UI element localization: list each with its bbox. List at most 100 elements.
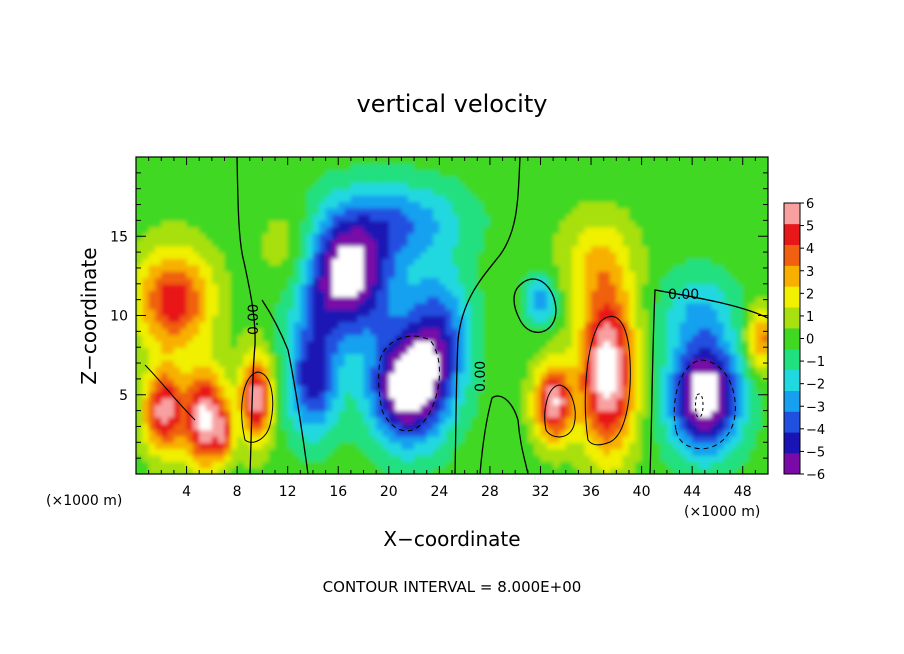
heatmap-cell <box>723 416 731 424</box>
heatmap-cell <box>597 366 605 374</box>
heatmap-cell <box>142 220 150 228</box>
heatmap-cell <box>565 467 573 474</box>
heatmap-cell <box>464 359 472 367</box>
heatmap-cell <box>610 321 617 329</box>
heatmap-cell <box>749 163 756 171</box>
heatmap-cell <box>433 435 440 443</box>
heatmap-cell <box>641 423 649 431</box>
heatmap-cell <box>249 182 257 190</box>
heatmap-cell <box>698 321 706 329</box>
heatmap-cell <box>344 347 352 355</box>
heatmap-cell <box>635 239 643 247</box>
heatmap-cell <box>452 176 459 183</box>
heatmap-cell <box>294 182 301 190</box>
heatmap-cell <box>325 220 333 228</box>
heatmap-cell <box>395 328 403 336</box>
heatmap-cell <box>363 385 371 393</box>
heatmap-cell <box>641 429 649 437</box>
heatmap-cell <box>350 245 358 253</box>
heatmap-cell <box>591 283 598 291</box>
heatmap-cell <box>319 366 327 374</box>
heatmap-cell <box>673 321 681 329</box>
heatmap-cell <box>331 435 339 443</box>
heatmap-cell <box>483 366 491 374</box>
heatmap-cell <box>420 416 428 424</box>
heatmap-cell <box>173 372 181 380</box>
heatmap-cell <box>312 157 320 164</box>
heatmap-cell <box>723 195 731 202</box>
heatmap-cell <box>186 239 194 247</box>
heatmap-cell <box>230 226 238 234</box>
heatmap-cell <box>338 328 346 336</box>
heatmap-cell <box>603 163 611 171</box>
heatmap-cell <box>452 302 459 310</box>
heatmap-cell <box>401 271 409 279</box>
heatmap-cell <box>136 163 143 171</box>
heatmap-cell <box>685 195 693 202</box>
heatmap-cell <box>338 461 346 469</box>
heatmap-cell <box>205 163 213 171</box>
heatmap-cell <box>350 252 358 260</box>
heatmap-cell <box>344 214 352 221</box>
heatmap-cell <box>553 321 561 329</box>
heatmap-cell <box>369 467 377 474</box>
heatmap-cell <box>565 397 573 405</box>
heatmap-cell <box>666 214 674 221</box>
heatmap-cell <box>426 302 434 310</box>
heatmap-cell <box>470 277 478 285</box>
heatmap-cell <box>407 366 415 374</box>
heatmap-cell <box>508 283 516 291</box>
heatmap-cell <box>306 340 314 348</box>
heatmap-cell <box>597 340 605 348</box>
heatmap-cell <box>173 429 181 437</box>
heatmap-cell <box>414 454 421 462</box>
heatmap-cell <box>553 201 561 209</box>
heatmap-cell <box>357 328 365 336</box>
heatmap-cell <box>508 214 516 221</box>
heatmap-cell <box>635 385 643 393</box>
heatmap-cell <box>515 214 523 221</box>
heatmap-cell <box>559 461 567 469</box>
heatmap-cell <box>350 290 358 298</box>
heatmap-cell <box>407 220 415 228</box>
heatmap-cell <box>338 467 346 474</box>
heatmap-cell <box>736 435 744 443</box>
heatmap-cell <box>698 448 706 456</box>
heatmap-cell <box>414 226 421 234</box>
heatmap-cell <box>376 201 384 209</box>
heatmap-cell <box>154 188 162 196</box>
heatmap-cell <box>483 359 491 367</box>
heatmap-cell <box>723 359 731 367</box>
heatmap-cell <box>281 245 289 253</box>
heatmap-cell <box>205 347 213 355</box>
heatmap-cell <box>647 201 655 209</box>
heatmap-cell <box>300 201 308 209</box>
heatmap-cell <box>420 372 428 380</box>
heatmap-cell <box>565 461 573 469</box>
heatmap-cell <box>717 334 725 342</box>
heatmap-cell <box>192 347 200 355</box>
heatmap-cell <box>142 309 150 317</box>
heatmap-cell <box>388 315 396 323</box>
heatmap-cell <box>199 359 207 367</box>
heatmap-cell <box>464 163 472 171</box>
heatmap-cell <box>666 385 674 393</box>
heatmap-cell <box>502 340 510 348</box>
heatmap-cell <box>508 391 516 399</box>
heatmap-cell <box>496 277 504 285</box>
heatmap-cell <box>420 359 428 367</box>
heatmap-cell <box>369 163 377 171</box>
heatmap-cell <box>319 188 327 196</box>
heatmap-cell <box>268 220 276 228</box>
heatmap-cell <box>711 258 719 266</box>
heatmap-cell <box>262 214 270 221</box>
heatmap-cell <box>641 290 649 298</box>
heatmap-cell <box>262 467 270 474</box>
heatmap-cell <box>565 435 573 443</box>
heatmap-cell <box>755 397 763 405</box>
heatmap-cell <box>211 296 219 304</box>
heatmap-cell <box>312 423 320 431</box>
heatmap-cell <box>502 214 510 221</box>
heatmap-cell <box>243 163 251 171</box>
heatmap-cell <box>521 207 529 215</box>
